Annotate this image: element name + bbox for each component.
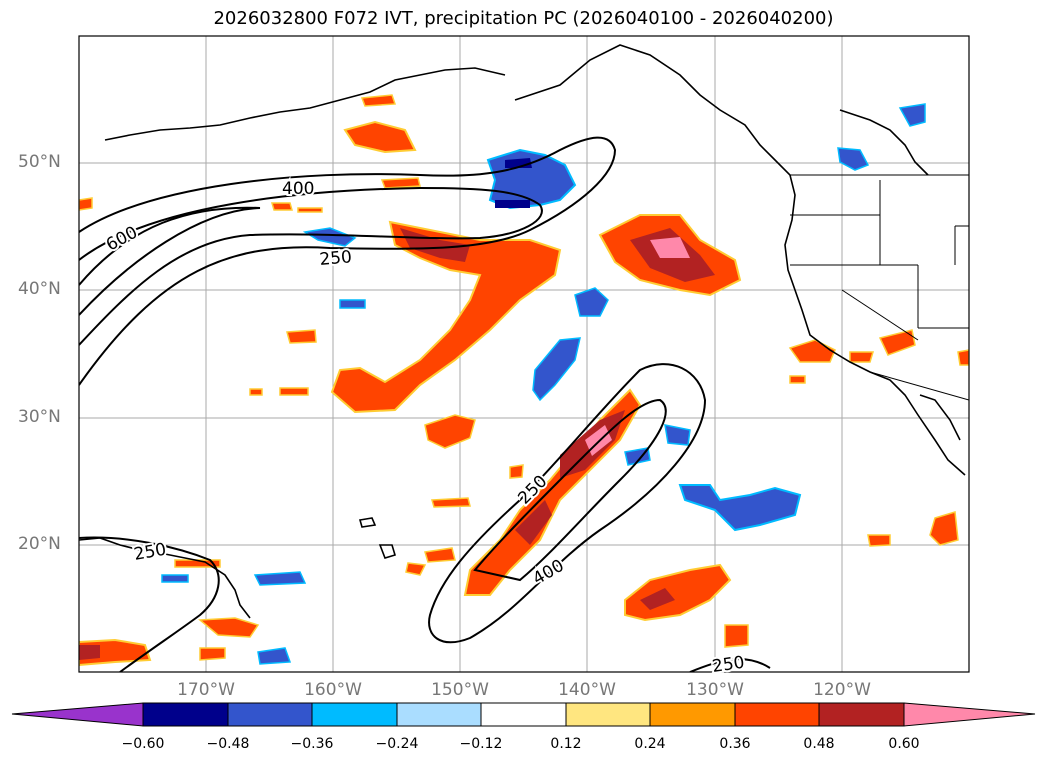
longitude-label: 130°W (686, 680, 744, 700)
longitude-label: 150°W (431, 680, 489, 700)
colorbar-segment (565, 702, 651, 727)
colorbar-tick: −0.24 (375, 736, 419, 752)
colorbar-tick: 0.60 (888, 736, 920, 752)
colorbar-tick: −0.48 (206, 736, 250, 752)
colorbar-segment (396, 702, 482, 727)
colorbar-tick: 0.48 (803, 736, 835, 752)
precip-positive-anomaly (79, 94, 969, 667)
colorbar-extend-max (903, 702, 1036, 727)
longitude-label: 170°W (177, 680, 235, 700)
map-title: 2026032800 F072 IVT, precipitation PC (2… (213, 8, 834, 29)
colorbar-tick: 0.12 (550, 736, 582, 752)
colorbar-segment (818, 702, 905, 727)
coastlines (79, 44, 966, 619)
contour-label: 250 (319, 247, 353, 270)
colorbar-tick: −0.60 (121, 736, 165, 752)
colorbar-segment (734, 702, 820, 727)
contour-label: 400 (282, 179, 314, 199)
latitude-label: 30°N (18, 407, 61, 427)
contour-label: 250 (711, 653, 746, 677)
colorbar-segment (142, 702, 229, 727)
latitude-label: 20°N (18, 534, 61, 554)
colorbar-segment (311, 702, 398, 727)
latitude-label: 40°N (18, 279, 61, 299)
colorbar-tick: 0.24 (634, 736, 666, 752)
latitude-label: 50°N (18, 152, 61, 172)
ivt-contours (79, 136, 771, 672)
longitude-label: 160°W (304, 680, 362, 700)
colorbar (11, 702, 1036, 727)
longitude-label: 120°W (813, 680, 871, 700)
borders (790, 174, 969, 401)
colorbar-tick: −0.36 (290, 736, 334, 752)
colorbar-segment (649, 702, 736, 727)
colorbar-extend-min (11, 702, 144, 727)
colorbar-tick: 0.36 (719, 736, 751, 752)
colorbar-segment (480, 702, 567, 727)
longitude-label: 140°W (558, 680, 616, 700)
colorbar-tick: −0.12 (459, 736, 503, 752)
colorbar-segment (227, 702, 313, 727)
